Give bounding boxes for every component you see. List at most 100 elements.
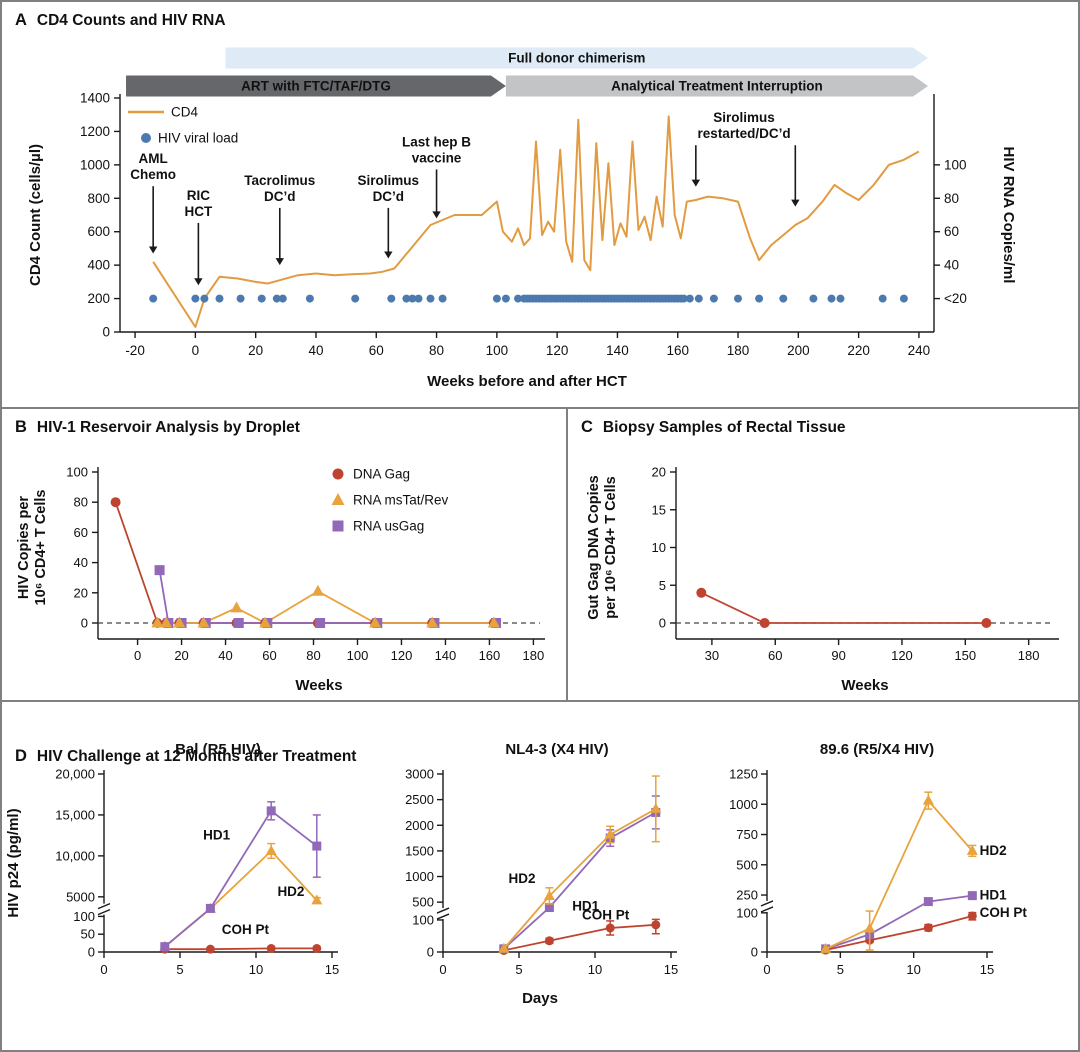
legend: CD4 HIV viral load — [128, 105, 238, 146]
svg-text:RIC: RIC — [187, 188, 211, 203]
series-line-gut-gag-dna — [700, 591, 987, 624]
svg-text:120: 120 — [546, 343, 569, 358]
svg-text:0: 0 — [134, 648, 141, 663]
svg-text:0: 0 — [192, 343, 200, 358]
svg-text:DNA Gag: DNA Gag — [353, 467, 410, 482]
svg-text:0: 0 — [763, 962, 770, 977]
svg-text:2500: 2500 — [405, 792, 434, 807]
panel-a-title: A CD4 Counts and HIV RNA — [15, 11, 226, 30]
y-axis-title: per 10⁶ CD4+ T Cells — [603, 476, 619, 618]
legend: DNA Gag RNA msTat/Rev RNA usGag — [331, 467, 449, 534]
series-label: HD1 — [572, 899, 599, 914]
svg-text:80: 80 — [944, 191, 959, 206]
panel-b: B HIV-1 Reservoir Analysis by Droplet 0 20… — [2, 409, 568, 700]
svg-text:140: 140 — [435, 648, 457, 663]
svg-text:<20: <20 — [944, 291, 967, 306]
series-markers-rna-mstat-rev — [151, 584, 500, 628]
panel-c: C Biopsy Samples of Rectal Tissue 0 5 10 15 2… — [568, 409, 1078, 700]
svg-text:0: 0 — [427, 945, 434, 960]
svg-text:100: 100 — [412, 912, 434, 927]
y-axis: 0 100 500 1000 1500 2000 2500 3000 — [405, 767, 444, 960]
svg-text:Sirolimus: Sirolimus — [358, 173, 420, 188]
svg-text:15: 15 — [325, 962, 339, 977]
rectal-svg: 0 5 10 15 20 30 60 90 120 150 180 Gut Gag DNA Copie… — [586, 465, 1059, 694]
svg-text:100: 100 — [73, 909, 95, 924]
svg-text:60: 60 — [74, 525, 88, 540]
svg-text:200: 200 — [787, 343, 810, 358]
series-hd2 — [820, 791, 978, 953]
svg-text:Tacrolimus: Tacrolimus — [244, 173, 315, 188]
svg-text:80: 80 — [429, 343, 444, 358]
panel-c-title: C Biopsy Samples of Rectal Tissue — [581, 418, 846, 437]
svg-text:20: 20 — [652, 465, 666, 480]
svg-text:40: 40 — [308, 343, 323, 358]
challenge-charts-row: Bal (R5 HIV) 0 50 100 5000 10,000 15,000 20,000… — [2, 738, 1078, 988]
banner-art-ftc-taf-dtg: ART with FTC/TAF/DTG — [126, 75, 506, 97]
svg-text:CD4: CD4 — [171, 105, 198, 120]
svg-text:600: 600 — [87, 224, 110, 239]
svg-text:500: 500 — [412, 895, 434, 910]
svg-text:15: 15 — [652, 502, 666, 517]
panel-title-text: Biopsy Samples of Rectal Tissue — [602, 419, 846, 436]
svg-text:60: 60 — [768, 648, 782, 663]
svg-text:60: 60 — [944, 224, 959, 239]
y-axis: 0 5 10 15 20 — [652, 465, 677, 639]
svg-text:220: 220 — [847, 343, 870, 358]
nl43-chart: NL4-3 (X4 HIV) 0 100 500 1000 1500 2000 2500 300… — [367, 738, 697, 988]
svg-text:30: 30 — [705, 648, 719, 663]
panel-d: D HIV Challenge at 12 Months after Treatm… — [2, 738, 1078, 1050]
svg-text:5: 5 — [659, 578, 666, 593]
svg-text:DC’d: DC’d — [373, 189, 405, 204]
svg-text:240: 240 — [908, 343, 931, 358]
rectal-biopsy-chart: 0 5 10 15 20 30 60 90 120 150 180 Gut Gag DNA Copie… — [568, 442, 1078, 700]
banner-full-donor-chimerism: Full donor chimerism — [225, 47, 928, 69]
svg-text:250: 250 — [736, 888, 758, 903]
panel-d-title: D HIV Challenge at 12 Months after Treatm… — [15, 747, 356, 766]
reservoir-chart: 0 20 40 60 80 100 0 20 40 60 80 100 120 140 160 180 HIV … — [2, 442, 566, 700]
series-label: HD2 — [980, 843, 1007, 858]
svg-text:5: 5 — [176, 962, 183, 977]
axis-break — [436, 907, 450, 920]
panel-letter: A — [15, 11, 27, 29]
y-axis-right-title: HIV RNA Copies/ml — [1000, 147, 1017, 284]
axis-break — [760, 900, 774, 913]
panel-title-text: CD4 Counts and HIV RNA — [36, 12, 226, 29]
svg-text:0: 0 — [102, 325, 110, 340]
reservoir-svg: 0 20 40 60 80 100 0 20 40 60 80 100 120 140 160 180 HIV … — [16, 465, 545, 694]
svg-text:HIV viral load: HIV viral load — [158, 131, 238, 146]
svg-text:100: 100 — [736, 905, 758, 920]
svg-text:HCT: HCT — [185, 204, 213, 219]
subplot-title: NL4-3 (X4 HIV) — [505, 741, 608, 758]
series-coh-pt — [499, 918, 661, 955]
svg-text:180: 180 — [1018, 648, 1040, 663]
svg-text:20: 20 — [174, 648, 188, 663]
svg-text:120: 120 — [891, 648, 913, 663]
svg-text:160: 160 — [666, 343, 689, 358]
challenge-nl43-svg: NL4-3 (X4 HIV)01005001000150020002500300… — [405, 741, 678, 977]
svg-text:750: 750 — [736, 827, 758, 842]
series-label: HD2 — [509, 871, 536, 886]
y-axis-title: HIV Copies per — [16, 496, 32, 599]
y-axis-title: Gut Gag DNA Copies — [586, 475, 602, 619]
y-axis-left: 0 200 400 600 800 1000 1200 1400 — [80, 91, 121, 340]
series-label: COH Pt — [980, 905, 1028, 920]
svg-text:5000: 5000 — [66, 889, 95, 904]
svg-text:Chemo: Chemo — [130, 167, 176, 182]
axis-break — [97, 902, 111, 916]
series-markers-gut-gag-dna — [696, 587, 992, 628]
y-axis-title: 10⁶ CD4+ T Cells — [33, 490, 49, 606]
svg-text:80: 80 — [306, 648, 320, 663]
y-axis: 0 50 100 5000 10,000 15,000 20,000 — [55, 767, 105, 960]
subplot-title: Bal (R5 HIV) — [175, 741, 261, 758]
x-axis-title: Weeks — [295, 677, 342, 694]
x-axis: 30 60 90 120 150 180 — [676, 638, 1059, 663]
svg-text:10,000: 10,000 — [55, 848, 95, 863]
cd4-line — [152, 115, 920, 328]
series-label: HD1 — [980, 888, 1007, 903]
svg-text:120: 120 — [391, 648, 413, 663]
row-b-c: B HIV-1 Reservoir Analysis by Droplet 0 20… — [2, 409, 1078, 702]
svg-text:DC’d: DC’d — [264, 189, 296, 204]
